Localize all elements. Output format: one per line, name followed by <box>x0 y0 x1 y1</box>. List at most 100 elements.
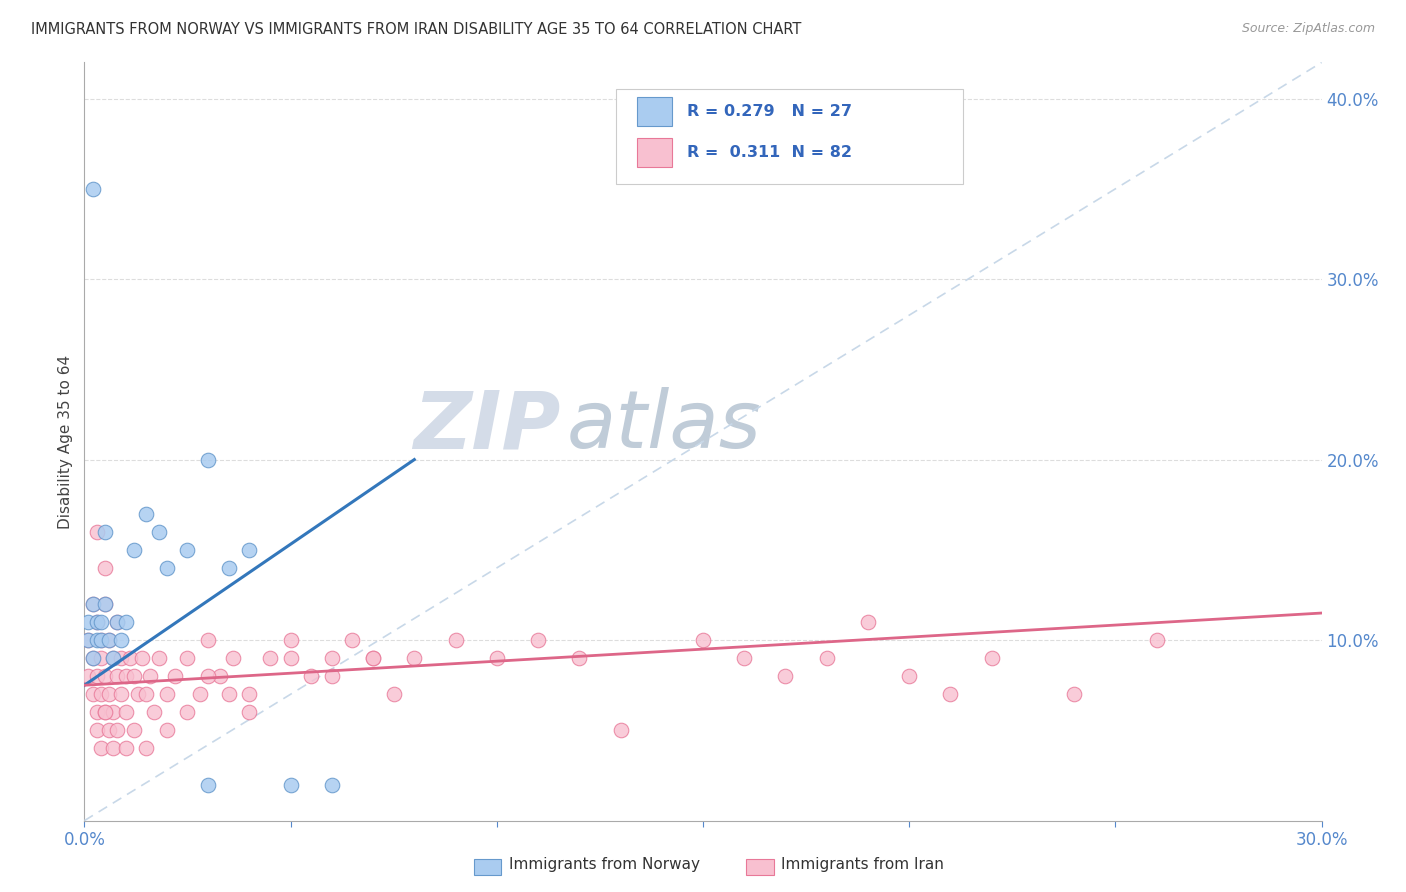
Point <box>105 723 128 738</box>
Point <box>90 615 112 629</box>
Point <box>98 633 121 648</box>
Point <box>1146 633 1168 648</box>
Point <box>90 687 112 701</box>
Point <box>86 524 108 539</box>
Point <box>176 651 198 665</box>
Text: R = 0.279   N = 27: R = 0.279 N = 27 <box>688 104 852 119</box>
Point <box>188 687 211 701</box>
Point <box>238 706 260 720</box>
Point <box>280 778 302 792</box>
Point <box>143 706 166 720</box>
Point <box>103 651 125 665</box>
Point <box>209 669 232 683</box>
Point <box>238 687 260 701</box>
Point <box>103 706 125 720</box>
Point <box>118 651 141 665</box>
Point <box>77 633 100 648</box>
Point <box>90 633 112 648</box>
Point <box>103 741 125 756</box>
Point <box>94 706 117 720</box>
Point <box>94 597 117 611</box>
Point <box>103 651 125 665</box>
Point <box>321 669 343 683</box>
Point <box>165 669 187 683</box>
Bar <box>637 97 672 126</box>
Point <box>197 778 219 792</box>
Point <box>299 669 322 683</box>
Point <box>382 687 405 701</box>
Point <box>218 687 240 701</box>
FancyBboxPatch shape <box>616 89 963 184</box>
Point <box>82 182 104 196</box>
Point <box>110 633 132 648</box>
Point <box>361 651 384 665</box>
Text: ZIP: ZIP <box>413 387 561 466</box>
Point <box>218 561 240 575</box>
Point <box>114 706 136 720</box>
Point <box>856 615 879 629</box>
Point <box>90 651 112 665</box>
Text: atlas: atlas <box>567 387 762 466</box>
Point <box>94 669 117 683</box>
Point <box>122 542 145 557</box>
Point <box>82 651 104 665</box>
Point <box>77 633 100 648</box>
Point <box>131 651 153 665</box>
Point <box>110 651 132 665</box>
Point <box>77 615 100 629</box>
Point <box>1063 687 1085 701</box>
Point <box>733 651 755 665</box>
Point <box>114 669 136 683</box>
Point <box>280 651 302 665</box>
Point <box>114 615 136 629</box>
Point <box>404 651 426 665</box>
Point <box>197 669 219 683</box>
Text: Immigrants from Norway: Immigrants from Norway <box>509 857 700 872</box>
Point <box>105 615 128 629</box>
Point <box>692 633 714 648</box>
Point <box>122 669 145 683</box>
Point <box>86 633 108 648</box>
Point <box>444 633 467 648</box>
Point <box>94 706 117 720</box>
Point <box>156 687 179 701</box>
Point <box>86 615 108 629</box>
Point <box>527 633 550 648</box>
Text: Immigrants from Iran: Immigrants from Iran <box>780 857 943 872</box>
Text: IMMIGRANTS FROM NORWAY VS IMMIGRANTS FROM IRAN DISABILITY AGE 35 TO 64 CORRELATI: IMMIGRANTS FROM NORWAY VS IMMIGRANTS FRO… <box>31 22 801 37</box>
Point <box>110 687 132 701</box>
Point <box>98 723 121 738</box>
Point <box>86 669 108 683</box>
Point <box>105 615 128 629</box>
Point <box>321 651 343 665</box>
Point <box>94 561 117 575</box>
Point <box>82 687 104 701</box>
Point <box>361 651 384 665</box>
Point <box>135 741 157 756</box>
Point <box>86 723 108 738</box>
Point <box>82 651 104 665</box>
Point <box>815 651 838 665</box>
Point <box>156 561 179 575</box>
Point <box>139 669 162 683</box>
Point <box>94 524 117 539</box>
Point <box>135 507 157 521</box>
Point <box>156 723 179 738</box>
Point <box>127 687 149 701</box>
Point <box>342 633 364 648</box>
Point <box>280 633 302 648</box>
Point <box>98 687 121 701</box>
Bar <box>637 138 672 167</box>
Point <box>86 615 108 629</box>
Point <box>122 723 145 738</box>
Point <box>77 669 100 683</box>
Point <box>238 542 260 557</box>
Point <box>197 452 219 467</box>
Bar <box>474 858 502 875</box>
Point <box>259 651 281 665</box>
Point <box>197 633 219 648</box>
Point <box>321 778 343 792</box>
Point <box>90 633 112 648</box>
Point <box>176 542 198 557</box>
Y-axis label: Disability Age 35 to 64: Disability Age 35 to 64 <box>58 354 73 529</box>
